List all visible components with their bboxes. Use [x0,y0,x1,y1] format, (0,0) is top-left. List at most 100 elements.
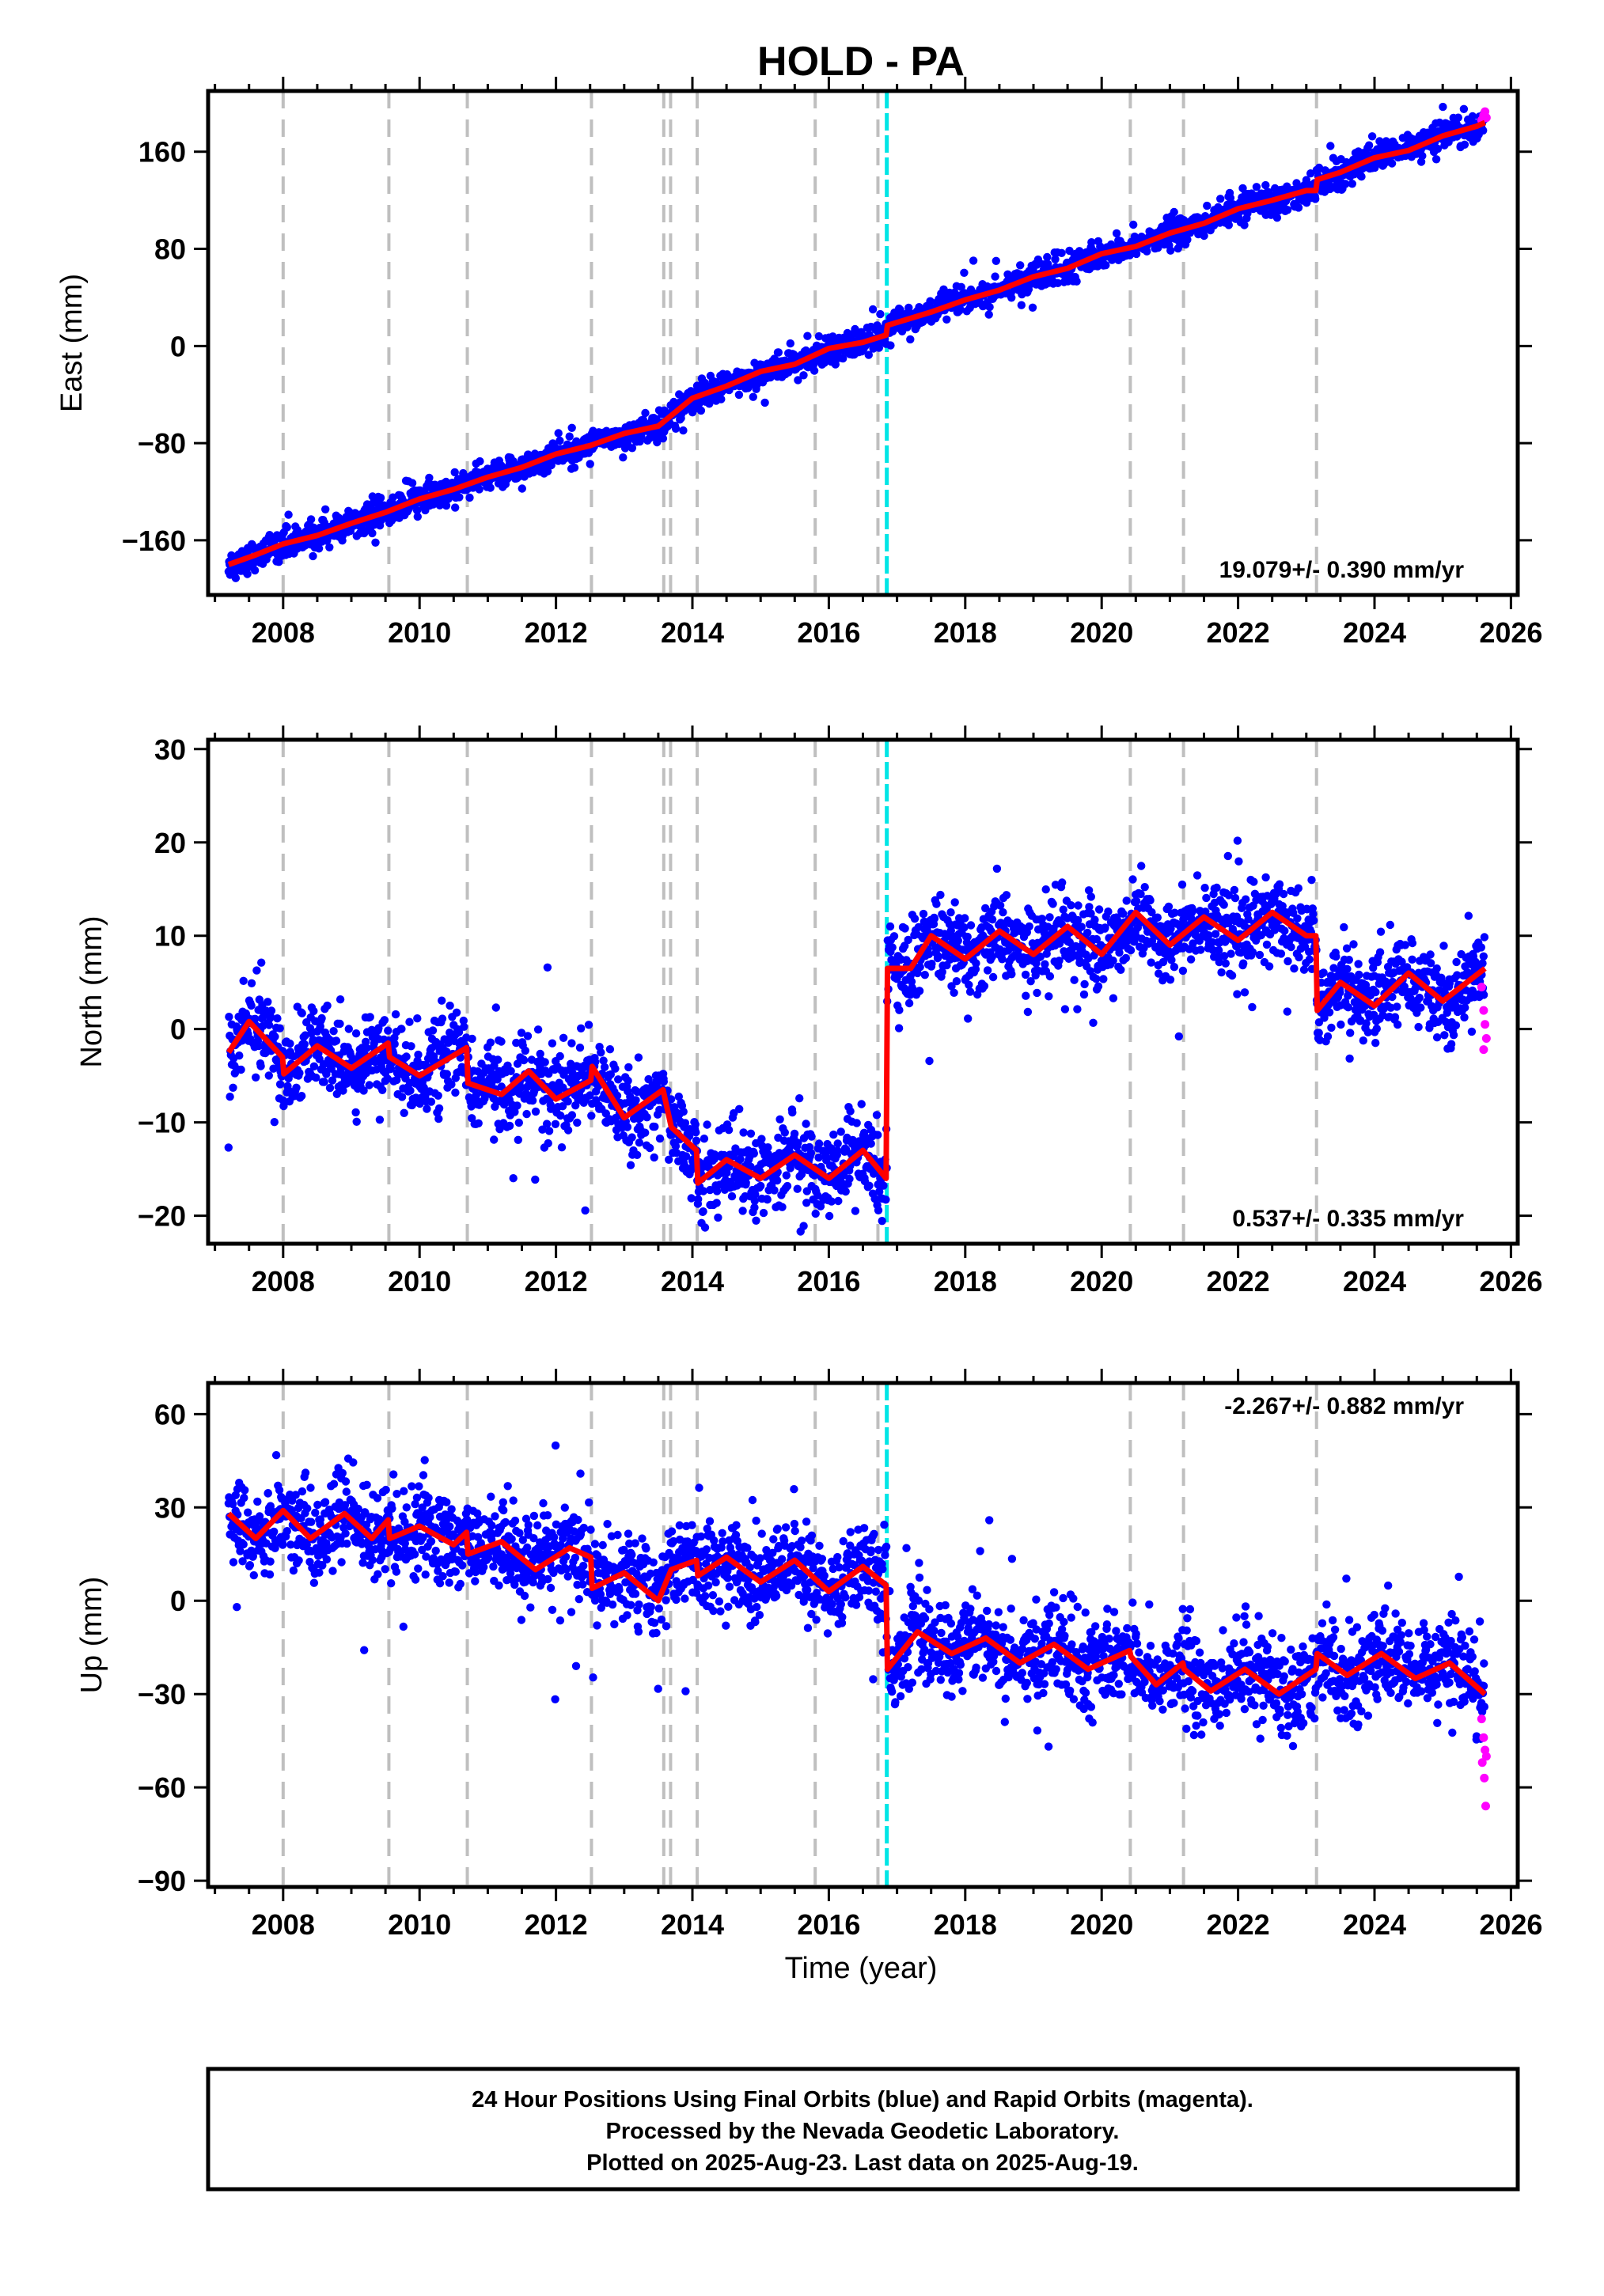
east-data-point [1479,126,1488,135]
north-data-point [623,1123,632,1131]
east-data-point [455,493,464,502]
east-data-point [760,398,769,407]
north-data-point [1233,836,1242,845]
north-data-point [497,1037,506,1046]
north-data-point [938,968,946,976]
north-data-point [1147,907,1156,917]
north-data-point [1178,966,1188,976]
east-data-point [1460,140,1469,149]
north-data-point [1189,906,1197,915]
east-data-point [1387,159,1397,168]
east-data-point [695,400,703,408]
north-data-point [611,1064,620,1073]
east-data-point [476,457,484,466]
east-data-point [799,371,808,380]
north-data-point [506,1067,515,1076]
east-data-point [1200,231,1208,241]
north-data-point [1214,945,1223,955]
north-data-point [646,1143,654,1153]
north-data-point [1244,915,1253,924]
east-data-point [984,310,993,319]
north-data-point [770,1186,779,1195]
north-data-point [295,1069,304,1078]
north-data-point [1115,948,1124,957]
east-data-point [250,566,260,575]
north-data-point [567,1039,576,1048]
north-data-point [491,1003,500,1012]
east-data-point [1203,201,1212,210]
north-final-orbit-points [224,836,1489,1236]
east-data-point [586,460,594,468]
north-data-point [634,1053,643,1062]
north-data-point [517,1083,525,1092]
north-data-point [1059,905,1067,914]
north-data-point [390,1040,399,1048]
north-data-point [406,1086,415,1095]
east-data-point [810,366,819,375]
north-data-point [947,982,956,991]
north-data-point [451,1088,460,1097]
north-data-point [1032,959,1041,968]
north-data-point [1167,956,1176,964]
north-data-point [1255,950,1265,960]
north-data-point [1146,896,1155,905]
north-data-point [954,936,963,945]
north-data-point [763,1195,772,1204]
north-data-point [362,1044,371,1053]
north-data-point [292,1083,301,1093]
north-data-point [510,1108,519,1116]
north-data-point [1166,924,1175,933]
north-data-point [925,1056,934,1066]
east-data-point [1418,151,1427,161]
north-data-point [1189,939,1197,948]
north-data-point [275,1024,284,1032]
east-data-point [1341,180,1350,188]
east-data-point [1454,113,1463,122]
north-data-point [1230,893,1240,903]
north-data-point [300,1040,309,1049]
north-data-point [851,1207,860,1215]
north-data-point [1026,977,1035,986]
east-data-point [1170,207,1178,217]
north-data-point [1310,916,1318,925]
north-data-point [1089,1018,1098,1028]
east-data-point [942,315,951,324]
east-data-point [1261,180,1270,190]
north-data-point [644,1074,653,1084]
north-data-point [752,1216,760,1226]
north-data-point [936,890,945,900]
east-data-point [839,354,848,363]
north-data-point [309,1006,318,1016]
north-data-point [679,1107,688,1116]
north-data-point [788,1108,797,1117]
north-data-point [1221,938,1230,946]
north-data-point [907,977,916,986]
north-data-point [964,1014,973,1023]
north-data-point [814,1153,823,1162]
north-data-point [694,1195,703,1204]
north-data-point [531,1175,540,1184]
north-data-point [950,898,959,907]
east-data-point [1439,102,1447,112]
east-data-point [1028,303,1037,312]
north-data-point [584,1021,593,1029]
north-data-point [965,987,975,996]
north-data-point [795,1094,804,1103]
north-data-point [1200,884,1209,892]
north-data-point [1147,937,1157,945]
north-data-point [1193,871,1202,880]
north-data-point [237,1065,245,1074]
north-data-point [1099,975,1108,983]
east-data-point [717,395,726,404]
north-data-point [1208,938,1217,947]
north-data-point [736,1155,745,1164]
east-data-point [442,501,451,510]
north-data-point [517,1029,526,1037]
north-data-point [806,1149,816,1157]
north-data-point [712,1199,721,1207]
east-data-point [408,479,417,487]
north-data-point [865,1181,874,1190]
north-data-point [1090,915,1099,924]
north-data-point [1077,923,1086,931]
north-data-point [749,1149,758,1158]
